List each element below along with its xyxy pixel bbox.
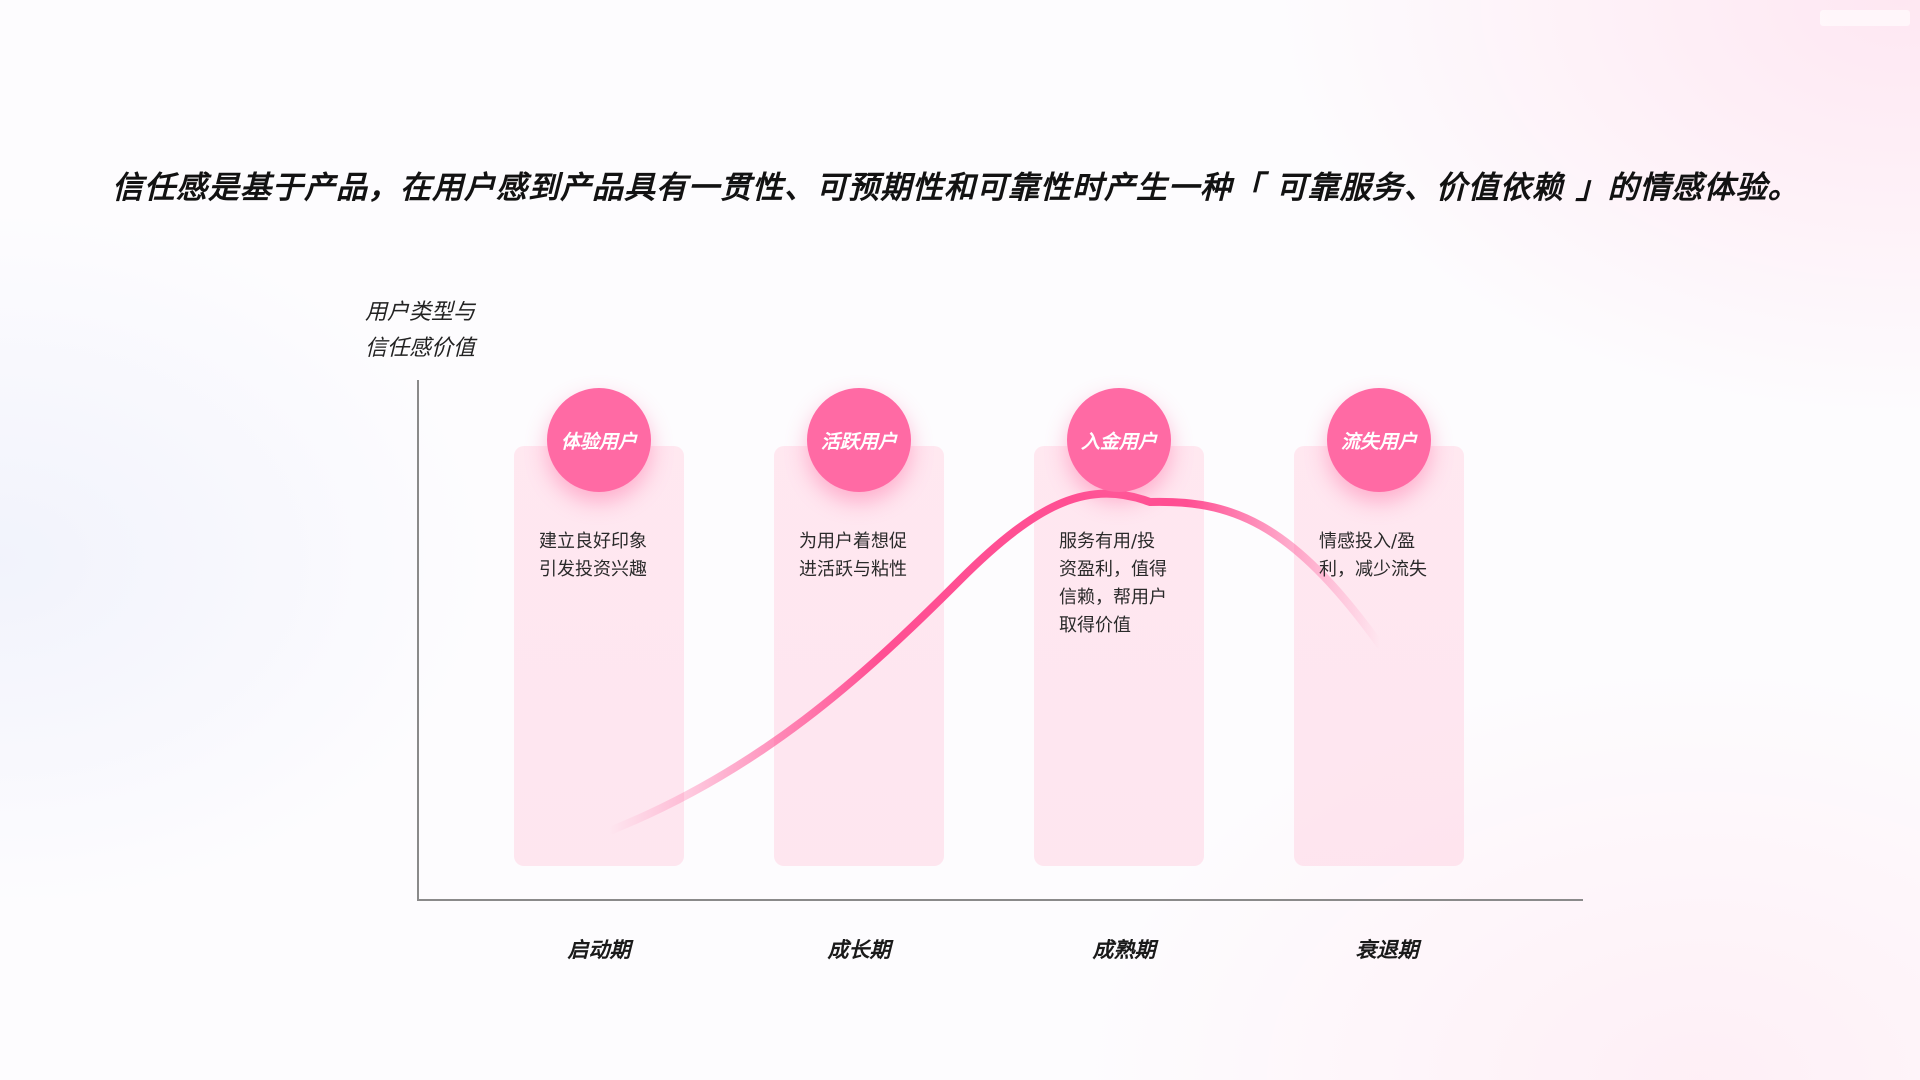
headline: 信任感是基于产品，在用户感到产品具有一贯性、可预期性和可靠性时产生一种「 可靠服… bbox=[112, 170, 1800, 206]
badge-label: 体验用户 bbox=[560, 430, 637, 453]
stage-label-maturity: 成熟期 bbox=[1092, 938, 1156, 962]
description-line: 为用户着想促 bbox=[799, 531, 907, 552]
description-line: 情感投入/盈 bbox=[1319, 531, 1416, 552]
description-line: 资盈利，值得 bbox=[1059, 559, 1167, 580]
stage-label-launch: 启动期 bbox=[567, 938, 631, 962]
description-line: 服务有用/投 bbox=[1059, 531, 1156, 552]
description-active-user: 为用户着想促 进活跃与粘性 bbox=[799, 528, 939, 584]
description-line: 引发投资兴趣 bbox=[539, 559, 647, 580]
description-line: 进活跃与粘性 bbox=[799, 559, 907, 580]
corner-watermark bbox=[1820, 10, 1910, 26]
badge-active-user: 活跃用户 bbox=[807, 388, 911, 492]
badge-label: 活跃用户 bbox=[820, 430, 897, 453]
y-axis-label-line-2: 信任感价值 bbox=[364, 336, 475, 361]
badge-churned-user: 流失用户 bbox=[1327, 388, 1431, 492]
badge-label: 入金用户 bbox=[1080, 430, 1157, 453]
column-active-user bbox=[774, 446, 944, 866]
badge-label: 流失用户 bbox=[1340, 430, 1417, 453]
description-funded-user: 服务有用/投 资盈利，值得 信赖，帮用户 取得价值 bbox=[1059, 528, 1199, 640]
description-line: 取得价值 bbox=[1059, 615, 1131, 636]
column-experience-user bbox=[514, 446, 684, 866]
y-axis-label-line-1: 用户类型与 bbox=[364, 300, 475, 325]
stage-label-decline: 衰退期 bbox=[1355, 938, 1419, 962]
description-line: 信赖，帮用户 bbox=[1059, 587, 1167, 608]
column-churned-user bbox=[1294, 446, 1464, 866]
column-funded-user bbox=[1034, 446, 1204, 866]
description-churned-user: 情感投入/盈 利，减少流失 bbox=[1319, 528, 1459, 584]
description-line: 建立良好印象 bbox=[539, 531, 647, 552]
stage-label-growth: 成长期 bbox=[827, 938, 891, 962]
badge-experience-user: 体验用户 bbox=[547, 388, 651, 492]
badge-funded-user: 入金用户 bbox=[1067, 388, 1171, 492]
description-line: 利，减少流失 bbox=[1319, 559, 1427, 580]
description-experience-user: 建立良好印象 引发投资兴趣 bbox=[539, 528, 679, 584]
